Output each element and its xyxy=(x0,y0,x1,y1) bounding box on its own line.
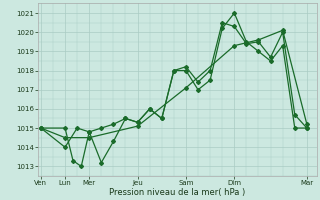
X-axis label: Pression niveau de la mer( hPa ): Pression niveau de la mer( hPa ) xyxy=(109,188,246,197)
